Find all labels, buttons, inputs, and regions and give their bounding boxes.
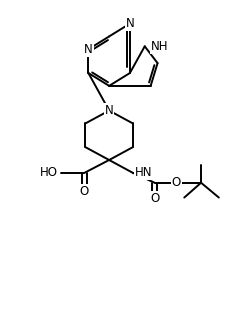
Text: HN: HN bbox=[135, 166, 152, 179]
Text: NH: NH bbox=[151, 40, 168, 53]
Text: HO: HO bbox=[40, 166, 58, 179]
Text: N: N bbox=[84, 43, 93, 56]
Text: N: N bbox=[126, 17, 134, 30]
Text: O: O bbox=[150, 192, 159, 205]
Text: O: O bbox=[80, 185, 89, 198]
Text: N: N bbox=[105, 104, 113, 117]
Text: O: O bbox=[172, 176, 181, 189]
